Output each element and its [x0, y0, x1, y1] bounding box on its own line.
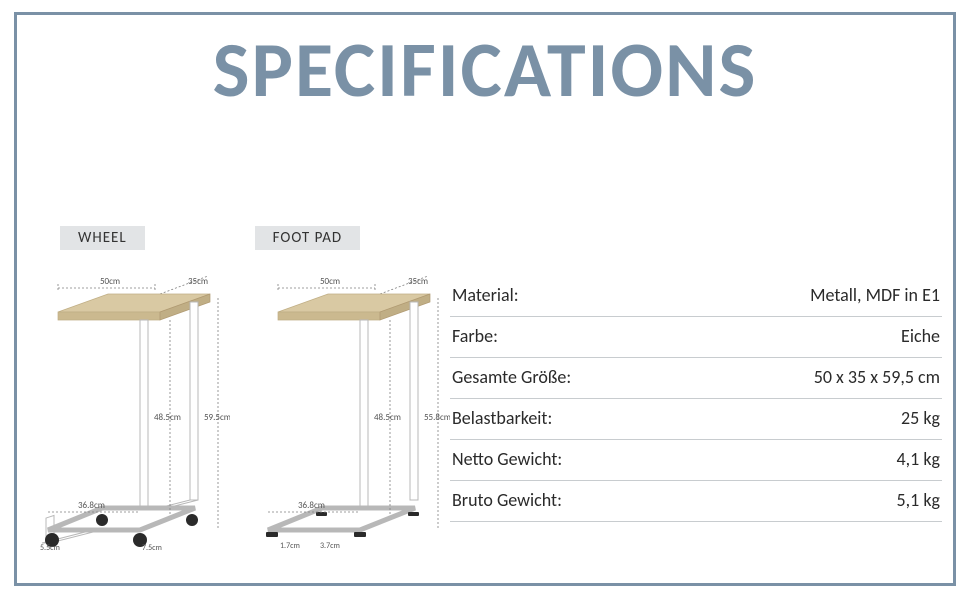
spec-row: Bruto Gewicht: 5,1 kg	[450, 481, 942, 522]
spec-key: Farbe:	[452, 325, 498, 347]
spec-key: Gesamte Größe:	[452, 366, 571, 388]
spec-row: Material: Metall, MDF in E1	[450, 276, 942, 317]
spec-key: Belastbarkeit:	[452, 407, 552, 429]
diagram-wheel: 50cm 35cm	[40, 270, 230, 550]
dim-pad-w: 3.7cm	[320, 541, 340, 550]
spec-key: Bruto Gewicht:	[452, 489, 562, 511]
spec-row: Netto Gewicht: 4,1 kg	[450, 440, 942, 481]
base-frame-2	[268, 508, 415, 530]
dim-top-depth: 35cm	[188, 276, 208, 287]
spec-row: Gesamte Größe: 50 x 35 x 59,5 cm	[450, 358, 942, 399]
dim-wheel-gap: 7.5cm	[142, 543, 162, 550]
spec-table: Material: Metall, MDF in E1 Farbe: Eiche…	[450, 276, 942, 522]
spec-value: 5,1 kg	[897, 489, 940, 511]
dim-total-h-2: 55.8cm	[424, 412, 450, 423]
variant-label-wheel: WHEEL	[60, 226, 145, 250]
variant-labels: WHEEL FOOT PAD	[60, 226, 360, 250]
spec-value: Eiche	[901, 325, 940, 347]
spec-value: 50 x 35 x 59,5 cm	[814, 366, 940, 388]
dim-pad-h: 1.7cm	[280, 541, 300, 550]
spec-row: Belastbarkeit: 25 kg	[450, 399, 942, 440]
tabletop-2	[278, 294, 430, 320]
diagram-footpad: 50cm 35cm 48.5cm 55.8cm 36.8cm	[260, 270, 450, 550]
spec-row: Farbe: Eiche	[450, 317, 942, 358]
page-title: SPECIFICATIONS	[0, 22, 970, 117]
spec-value: Metall, MDF in E1	[810, 284, 940, 306]
dim-top-depth-2: 35cm	[408, 276, 428, 287]
dim-wheel-dia: 5.5cm	[40, 543, 60, 550]
dim-inner-h-2: 48.5cm	[374, 412, 401, 423]
dim-base-d-2: 36.8cm	[298, 500, 325, 511]
product-diagrams: 50cm 35cm	[40, 270, 450, 550]
spec-key: Material:	[452, 284, 519, 306]
frame-legs-2	[360, 302, 418, 518]
spec-value: 4,1 kg	[897, 448, 940, 470]
spec-key: Netto Gewicht:	[452, 448, 562, 470]
dim-base-d: 36.8cm	[78, 500, 105, 511]
dim-top-width: 50cm	[100, 276, 120, 287]
dim-inner-h: 48.5cm	[154, 412, 181, 423]
dim-top-width-2: 50cm	[320, 276, 340, 287]
dim-total-h: 59.5cm	[204, 412, 230, 423]
base-frame	[48, 508, 195, 530]
variant-label-footpad: FOOT PAD	[255, 226, 360, 250]
tabletop	[58, 294, 210, 320]
spec-value: 25 kg	[901, 407, 940, 429]
